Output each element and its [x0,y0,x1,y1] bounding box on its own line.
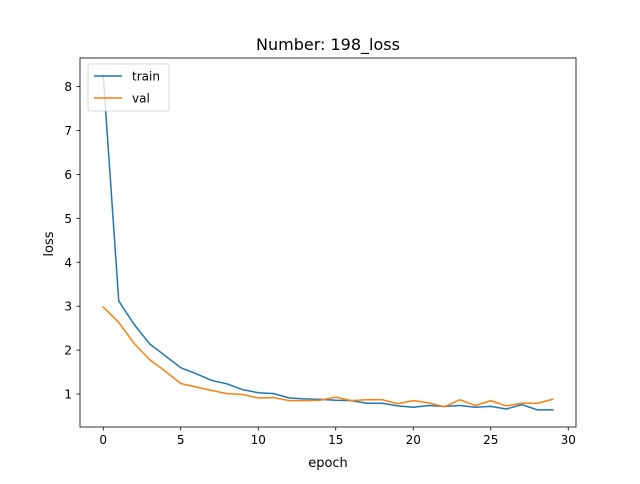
x-tick-label: 5 [177,433,185,447]
legend-label-val: val [132,92,150,106]
y-tick-label: 8 [64,80,72,94]
legend-label-train: train [132,70,160,84]
y-tick-label: 7 [64,124,72,138]
x-tick-label: 25 [483,433,498,447]
series-line-train [102,74,554,411]
y-tick-label: 1 [64,388,72,402]
y-axis-label: loss [42,231,57,256]
legend: train val [87,63,170,112]
y-tick-label: 3 [64,300,72,314]
x-tick-label: 15 [328,433,343,447]
axes-frame [79,57,577,428]
chart-title: Number: 198_loss [256,35,400,55]
y-tick-label: 4 [64,256,72,270]
x-tick-label: 10 [251,433,266,447]
x-tick-label: 0 [99,433,107,447]
plot-area: 0 5 10 15 20 25 30 1 2 3 4 5 6 7 8 [64,57,577,447]
x-axis-label: epoch [308,456,348,471]
y-tick-label: 6 [64,168,72,182]
x-tick-label: 30 [561,433,576,447]
y-tick-label: 5 [64,212,72,226]
series-line-val [102,306,554,408]
x-tick-label: 20 [406,433,421,447]
y-tick-label: 2 [64,344,72,358]
